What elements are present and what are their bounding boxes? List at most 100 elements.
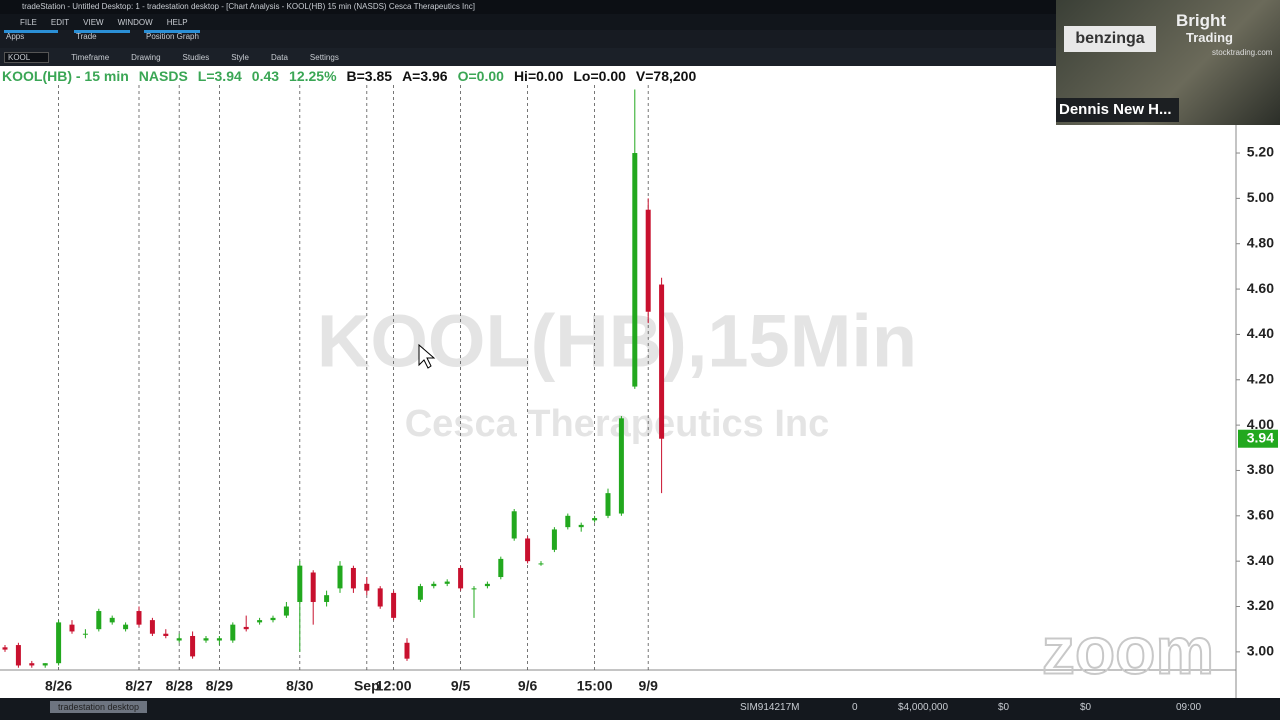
toolbar-button[interactable]: Drawing xyxy=(131,52,161,62)
candle-body xyxy=(283,606,289,616)
desktop-tab[interactable]: tradestation desktop xyxy=(50,701,148,713)
candle-body xyxy=(82,633,88,635)
candle-body xyxy=(2,647,8,650)
candle-body xyxy=(350,567,356,589)
app-tab[interactable]: Trade xyxy=(76,32,97,41)
candle-body xyxy=(471,588,477,590)
candle-body xyxy=(310,572,316,602)
x-tick-label: 8/27 xyxy=(125,678,152,694)
candle-body xyxy=(15,645,21,666)
candle-body xyxy=(377,588,383,607)
participant-name: Dennis New H... xyxy=(1056,98,1179,122)
status-field: $4,000,000 xyxy=(898,702,949,713)
candle-body xyxy=(458,567,464,589)
candle-body xyxy=(230,624,236,641)
tab-indicator xyxy=(74,30,130,33)
chart-background xyxy=(0,66,1280,698)
menu-bar: FILE EDIT VIEW WINDOW HELP xyxy=(0,14,1280,30)
x-tick-label: 12:00 xyxy=(376,678,412,694)
y-tick-label: 3.00 xyxy=(1247,643,1274,659)
toolbar-button[interactable]: Data xyxy=(271,52,288,62)
candle-body xyxy=(29,663,35,666)
candle-body xyxy=(109,617,115,623)
app-tab[interactable]: Apps xyxy=(6,32,25,41)
candle-body xyxy=(578,524,584,528)
status-bar: tradestation desktop SIM914217M 0 $4,000… xyxy=(0,698,1280,720)
brand-bottom: Trading xyxy=(1186,30,1233,45)
toolbar-button[interactable]: Settings xyxy=(309,52,339,62)
brand-top: Bright xyxy=(1176,11,1227,30)
header-field: 0.43 xyxy=(251,68,280,84)
candle-body xyxy=(243,626,249,630)
y-tick-label: 5.20 xyxy=(1247,144,1274,160)
candle-body xyxy=(337,565,343,589)
header-field: NASDS xyxy=(138,68,188,84)
menu-item[interactable]: FILE xyxy=(20,17,37,27)
candle-body xyxy=(618,418,624,514)
x-tick-label: Sep xyxy=(354,678,380,694)
toolbar-button[interactable]: Studies xyxy=(182,52,210,62)
webcam-logo: benzinga xyxy=(1064,26,1156,52)
app-tab[interactable]: Position Graph xyxy=(146,32,199,41)
y-tick-label: 4.20 xyxy=(1247,370,1274,386)
header-field: Lo=0.00 xyxy=(573,68,626,84)
candle-body xyxy=(203,638,209,641)
candle-body xyxy=(525,538,531,562)
candle-body xyxy=(404,642,410,659)
candle-body xyxy=(364,583,370,591)
candle-body xyxy=(659,284,665,439)
header-field: L=3.94 xyxy=(197,68,242,84)
candle-body xyxy=(216,638,222,641)
plot-area: 3.00 3.20 3.40 3.60 3.80 4.00 4.20 4.40 4.60 4.80… xyxy=(2,85,1278,694)
clock: 09:00 xyxy=(1176,702,1202,713)
tab-indicator xyxy=(4,30,58,33)
status-field: 0 xyxy=(852,702,858,713)
candle-body xyxy=(431,583,437,587)
toolbar-button[interactable]: Style xyxy=(231,52,249,62)
candle-body xyxy=(511,511,517,539)
candle-body xyxy=(498,558,504,578)
candle-body xyxy=(136,611,142,625)
candle-body xyxy=(645,209,651,312)
y-tick-label: 4.40 xyxy=(1247,325,1274,341)
title-bar: tradeStation - Untitled Desktop: 1 - tra… xyxy=(0,0,1280,14)
y-tick-label: 3.60 xyxy=(1247,507,1274,523)
chart-header: KOOL(HB) - 15 min NASDS L=3.94 0.43 12.25% B=… xyxy=(2,68,696,84)
toolbar-button[interactable]: Timeframe xyxy=(71,52,110,62)
header-field: KOOL(HB) - 15 min xyxy=(2,68,129,84)
brand: Bright Trading xyxy=(1176,12,1233,46)
menu-item[interactable]: EDIT xyxy=(50,17,70,27)
symbol-box[interactable]: KOOL xyxy=(4,51,50,63)
candle-body xyxy=(163,633,169,636)
candle-body xyxy=(484,583,490,587)
y-tick-label: 4.60 xyxy=(1247,280,1274,296)
x-tick-label: 9/6 xyxy=(518,678,538,694)
y-tick-label: 3.80 xyxy=(1247,461,1274,477)
x-tick-label: 15:00 xyxy=(577,678,613,694)
y-tick-label: 4.80 xyxy=(1247,234,1274,250)
header-field: A=3.96 xyxy=(402,68,448,84)
candle-body xyxy=(149,620,155,634)
status-field: $0 xyxy=(1080,702,1092,713)
account: SIM914217M xyxy=(740,702,800,713)
candle-body xyxy=(257,620,263,623)
header-field: B=3.85 xyxy=(346,68,393,84)
candle-body xyxy=(123,624,129,630)
candle-body xyxy=(324,595,330,602)
mouse-cursor xyxy=(418,343,436,369)
y-tick-label: 5.00 xyxy=(1247,189,1274,205)
menu-item[interactable]: WINDOW xyxy=(117,17,153,27)
y-tick-label: 4.00 xyxy=(1247,416,1274,432)
status-field: $0 xyxy=(998,702,1010,713)
x-tick-label: 9/5 xyxy=(451,678,471,694)
x-tick-label: 8/26 xyxy=(45,678,72,694)
candle-body xyxy=(270,617,276,621)
candle-body xyxy=(297,565,303,602)
candle-body xyxy=(444,581,450,584)
menu-item[interactable]: VIEW xyxy=(83,17,104,27)
menu-item[interactable]: HELP xyxy=(166,17,188,27)
last-price-label: 3.94 xyxy=(1247,429,1274,445)
candle-body xyxy=(176,638,182,641)
header-field: Hi=0.00 xyxy=(513,68,564,84)
